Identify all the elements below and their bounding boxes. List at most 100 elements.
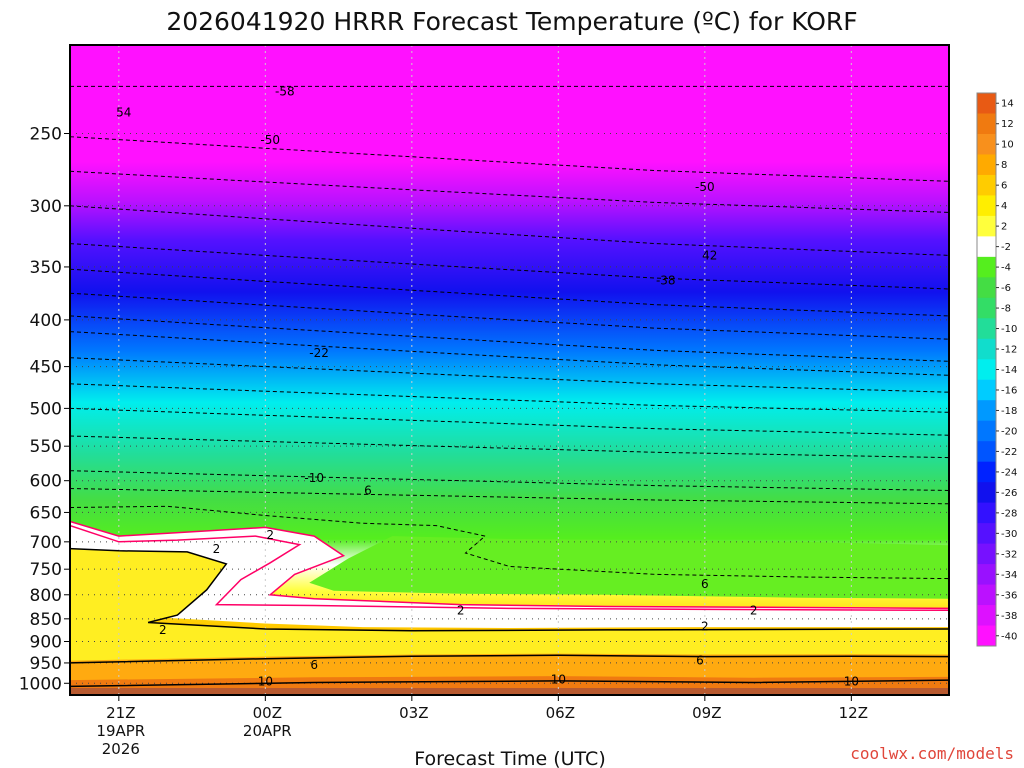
x-tick-label: 2026 [102,740,140,758]
y-tick-label: 1000 [19,674,62,694]
contour-line-solid [70,547,949,632]
colorbar-label: -16 [1001,385,1017,396]
y-tick-label: 400 [30,311,62,331]
colorbar-label: -32 [1001,549,1017,560]
colorbar-label: -2 [1001,242,1011,253]
colorbar-label: 2 [1001,222,1007,233]
contour-line-dashed [70,505,949,580]
above-freezing-region [70,521,949,628]
x-tick-label: 03Z [399,704,428,722]
freezing-contour-line [70,520,949,610]
surface-brown-layer [70,688,949,695]
y-tick-label: 350 [30,258,62,278]
colorbar-label: -8 [1001,304,1011,315]
colorbar-label: 4 [1001,201,1007,212]
colorbar-label: -4 [1001,263,1011,274]
colorbar-swatch [977,277,996,299]
colorbar-label: -22 [1001,447,1017,458]
colorbar-label: -24 [1001,467,1017,478]
colorbar-swatch [977,113,996,135]
colorbar-label: -38 [1001,611,1017,622]
colorbar-swatch [977,605,996,627]
colorbar-swatch [977,482,996,504]
colorbar-swatch [977,461,996,483]
contour-label: 2 [159,623,167,637]
colorbar-swatch [977,584,996,606]
contour-label: -50 [260,133,280,147]
contour-label: 42 [702,248,717,262]
contour-label: 2 [213,542,221,556]
colorbar-label: -20 [1001,426,1017,437]
plot-area: -58 54 -50 -50 42 -38 -22 -10 6 2 2 6 2 2 2 2 6 6 10 10 10 [70,45,949,695]
colorbar-label: -14 [1001,365,1017,376]
y-tick-label: 800 [30,586,62,606]
colorbar-swatch [977,318,996,340]
y-tick-label: 700 [30,533,62,553]
contour-line-solid [70,654,949,664]
chart-title: 2026041920 HRRR Forecast Temperature (ºC… [166,7,857,36]
contour-label: -38 [656,273,676,287]
colorbar-label: -30 [1001,529,1017,540]
colorbar-label: 8 [1001,160,1007,171]
y-tick-label: 950 [30,654,62,674]
x-tick-label: 12Z [839,704,868,722]
colorbar-swatch [977,400,996,422]
colorbar-swatch [977,379,996,401]
contour-label: 10 [258,674,273,688]
x-tick-label: 19APR [96,722,145,740]
colorbar-swatch [977,133,996,155]
freezing-contour-line [70,524,949,612]
contour-line-solid [70,679,949,688]
colorbar-label: 14 [1001,99,1014,110]
contour-label: 2 [266,528,274,542]
y-tick-label: 550 [30,437,62,457]
colorbar-label: -36 [1001,590,1017,601]
watermark: coolwx.com/models [850,744,1014,763]
plot-frame [69,44,950,696]
contour-label: 6 [696,653,704,667]
colorbar-swatch [977,256,996,278]
x-tick-label: 00Z [253,704,282,722]
colorbar-swatch [977,543,996,565]
colorbar-swatch [977,195,996,217]
y-tick-label: 650 [30,503,62,523]
contour-label: 10 [551,672,566,686]
contour-label: -22 [309,346,329,360]
x-tick-label: 06Z [546,704,575,722]
y-tick-label: 450 [30,358,62,378]
colorbar-label: -40 [1001,631,1017,642]
colorbar-swatch [977,174,996,196]
x-axis-title: Forecast Time (UTC) [414,748,605,768]
green-pocket-region [309,536,949,599]
colorbar-swatch [977,93,996,114]
contour-label: 2 [457,603,465,617]
contour-label: 2 [701,620,709,634]
colorbar-label: -34 [1001,570,1017,581]
contour-label: 54 [116,105,131,119]
contour-label: 6 [364,483,372,497]
colorbar-label: 10 [1001,140,1014,151]
colorbar-label: -18 [1001,406,1017,417]
colorbar-swatch [977,523,996,545]
x-tick-label: 21Z [106,704,135,722]
y-tick-label: 250 [30,124,62,144]
colorbar-swatch [977,215,996,237]
y-tick-label: 600 [30,472,62,492]
colorbar-swatch [977,625,996,647]
colorbar-label: -6 [1001,283,1011,294]
colorbar-label: -12 [1001,345,1017,356]
contour-label: 6 [310,658,318,672]
contour-label: -50 [695,180,715,194]
y-tick-label: 900 [30,632,62,652]
contour-label: 6 [701,577,709,591]
colorbar-swatch [977,441,996,463]
contour-label: 10 [844,675,859,689]
colorbar-swatch [977,297,996,319]
colorbar-swatch [977,420,996,442]
x-tick-label: 20APR [243,722,292,740]
colorbar-swatch [977,502,996,524]
y-tick-label: 500 [30,399,62,419]
contour-label: -10 [304,471,324,485]
colorbar-label: -26 [1001,488,1017,499]
